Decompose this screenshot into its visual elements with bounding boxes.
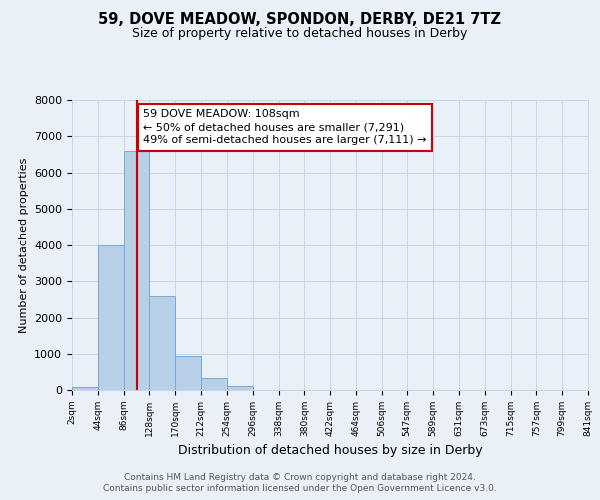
Bar xyxy=(201,378,227,390)
Text: 59, DOVE MEADOW, SPONDON, DERBY, DE21 7TZ: 59, DOVE MEADOW, SPONDON, DERBY, DE21 7T… xyxy=(98,12,502,28)
Bar xyxy=(149,296,175,390)
Text: Contains public sector information licensed under the Open Government Licence v3: Contains public sector information licen… xyxy=(103,484,497,493)
Text: Contains HM Land Registry data © Crown copyright and database right 2024.: Contains HM Land Registry data © Crown c… xyxy=(124,472,476,482)
Bar xyxy=(124,151,149,390)
Text: Size of property relative to detached houses in Derby: Size of property relative to detached ho… xyxy=(133,28,467,40)
X-axis label: Distribution of detached houses by size in Derby: Distribution of detached houses by size … xyxy=(178,444,482,458)
Bar xyxy=(227,386,253,390)
Bar xyxy=(98,245,124,390)
Bar xyxy=(175,356,201,390)
Text: 59 DOVE MEADOW: 108sqm
← 50% of detached houses are smaller (7,291)
49% of semi-: 59 DOVE MEADOW: 108sqm ← 50% of detached… xyxy=(143,109,427,146)
Y-axis label: Number of detached properties: Number of detached properties xyxy=(19,158,29,332)
Bar xyxy=(72,388,98,390)
